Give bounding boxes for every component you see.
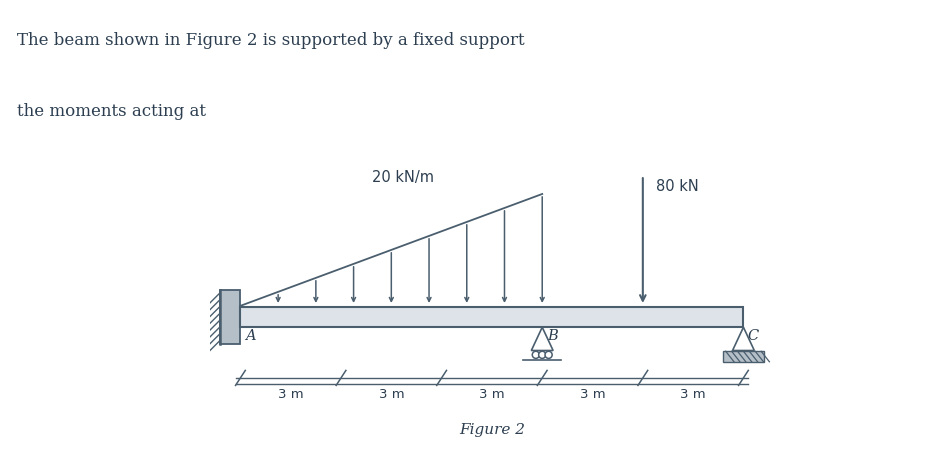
Polygon shape bbox=[219, 290, 240, 344]
Polygon shape bbox=[240, 307, 744, 327]
Text: 3 m: 3 m bbox=[378, 389, 404, 401]
Text: 3 m: 3 m bbox=[680, 389, 706, 401]
Circle shape bbox=[545, 351, 552, 358]
Text: the moments acting at: the moments acting at bbox=[17, 103, 211, 120]
Text: 80 kN: 80 kN bbox=[656, 179, 699, 194]
Text: B: B bbox=[547, 329, 557, 343]
Text: 20 kN/m: 20 kN/m bbox=[372, 170, 433, 185]
Polygon shape bbox=[732, 327, 754, 350]
Text: 3 m: 3 m bbox=[580, 389, 605, 401]
Polygon shape bbox=[532, 327, 553, 350]
Text: 3 m: 3 m bbox=[479, 389, 505, 401]
Polygon shape bbox=[723, 351, 764, 362]
Circle shape bbox=[538, 351, 546, 358]
Circle shape bbox=[533, 351, 539, 358]
Text: Figure 2: Figure 2 bbox=[459, 423, 525, 437]
Text: 3 m: 3 m bbox=[278, 389, 304, 401]
Text: A: A bbox=[245, 329, 255, 343]
Text: C: C bbox=[747, 329, 759, 343]
Text: The beam shown in Figure 2 is supported by a fixed support: The beam shown in Figure 2 is supported … bbox=[17, 32, 530, 49]
